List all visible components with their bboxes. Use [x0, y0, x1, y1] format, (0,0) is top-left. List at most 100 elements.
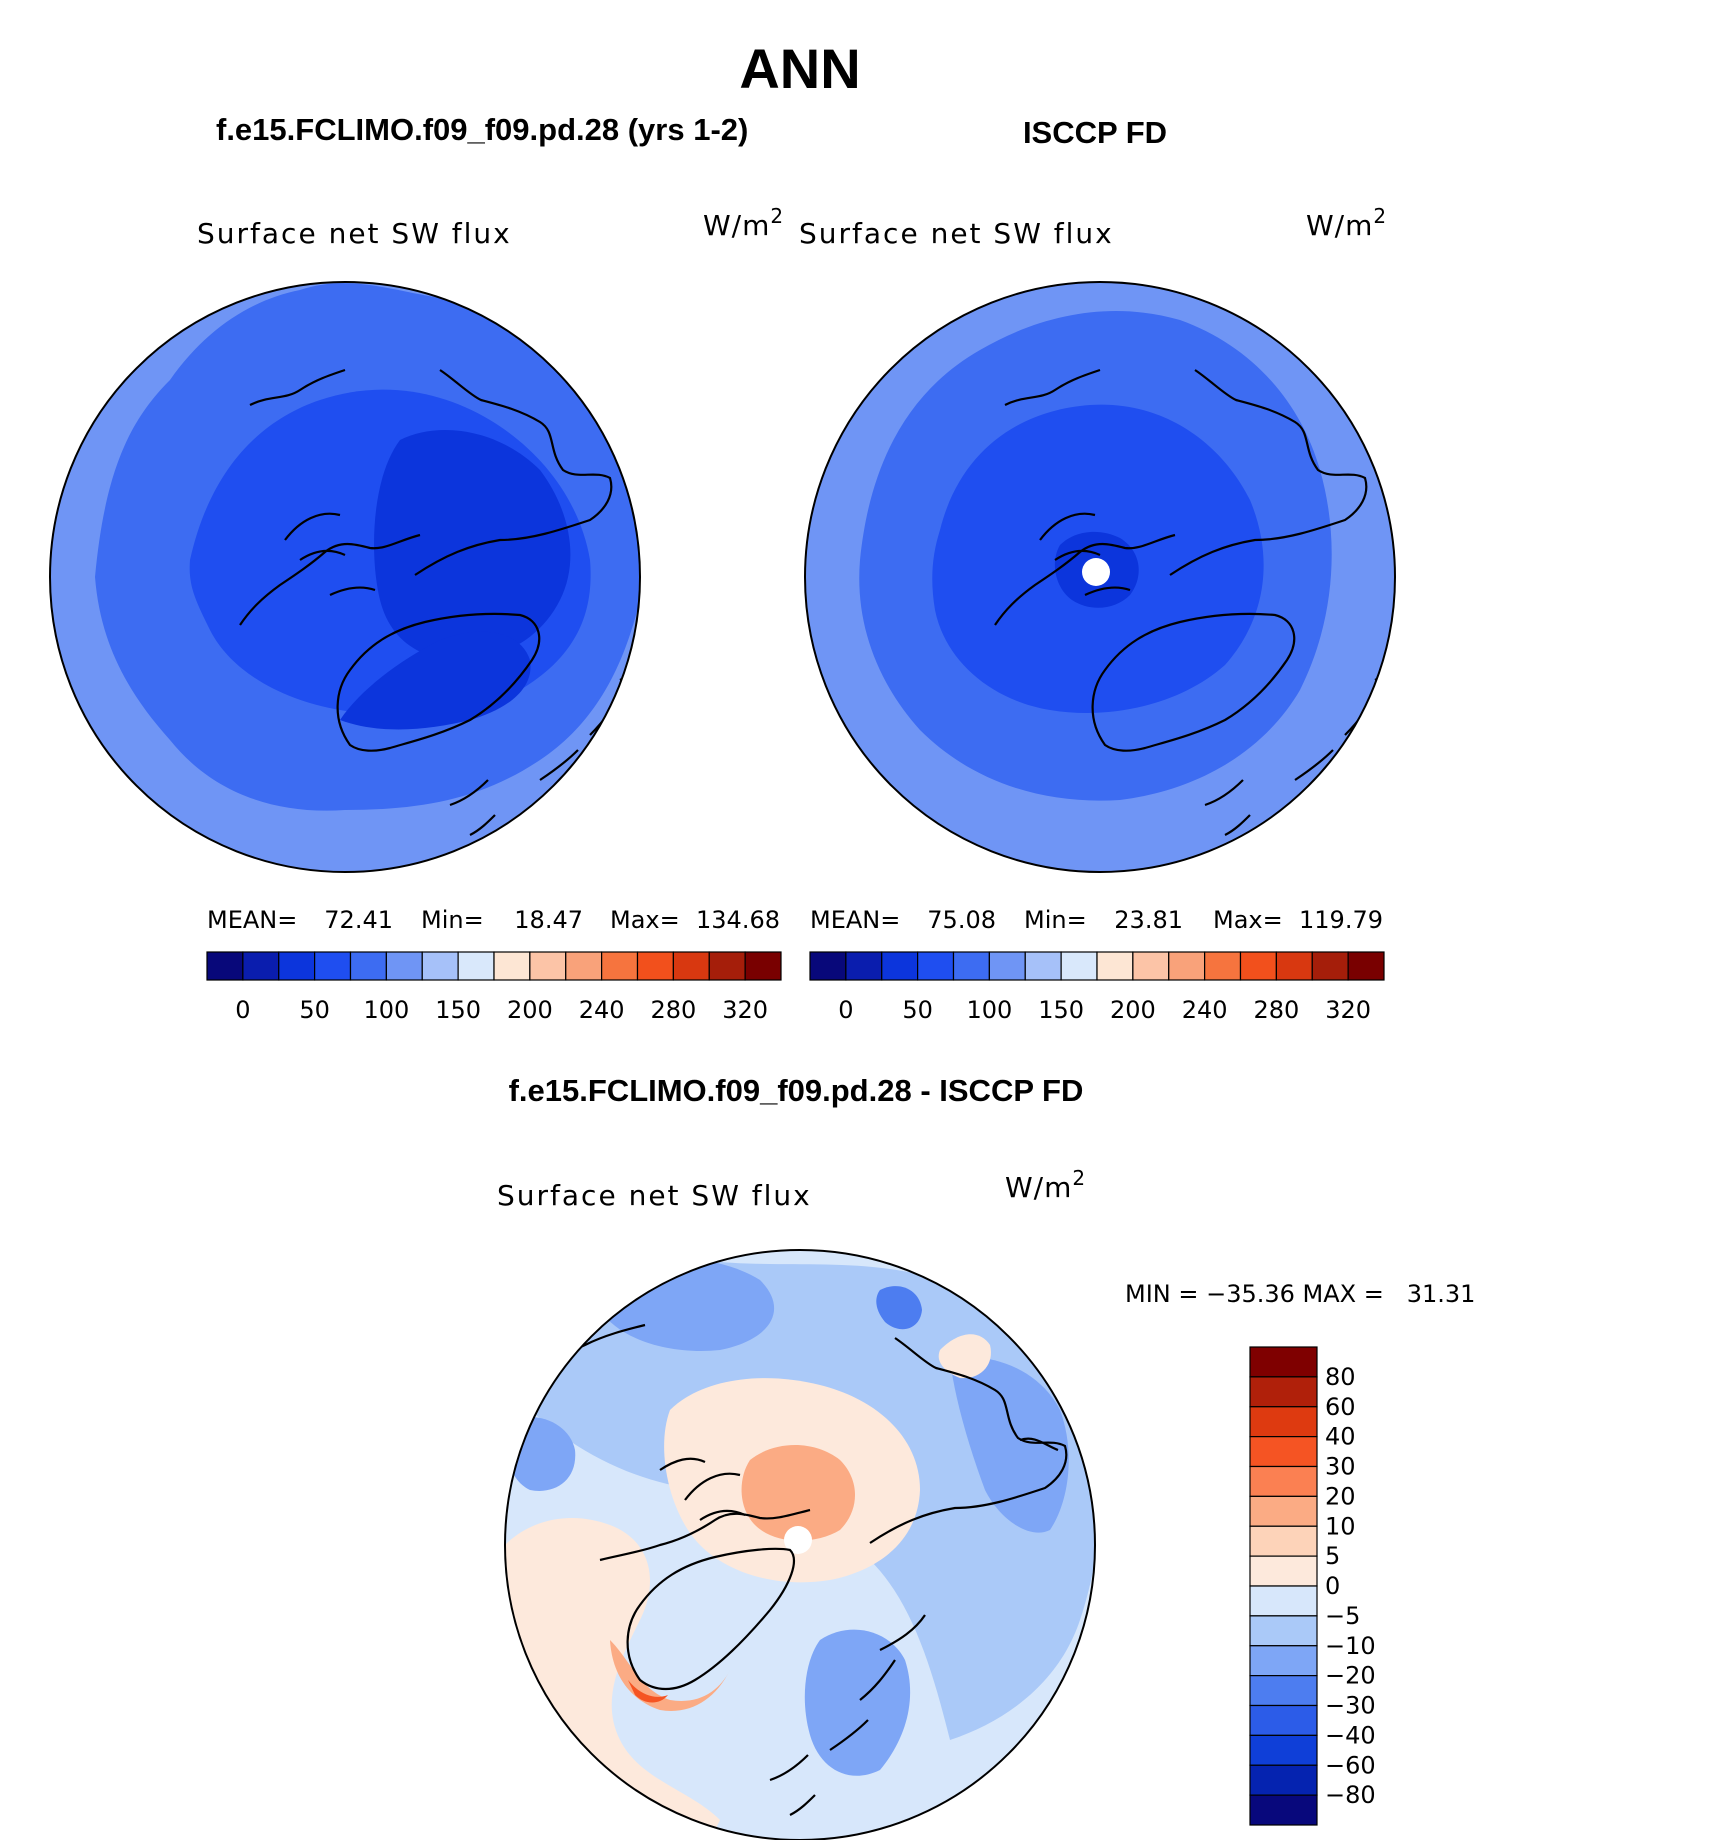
obs-mean-label: MEAN=	[810, 906, 900, 934]
diff-colorbar-tick-label: 30	[1325, 1453, 1356, 1481]
model-colorbar-box	[493, 951, 531, 981]
model-colorbar-box	[421, 951, 459, 981]
obs-colorbar-box	[1132, 951, 1170, 981]
model-colorbar-box	[278, 951, 316, 981]
panel-obs: ISCCP FD Surface net SW flux W/m2 MEAN= …	[799, 115, 1396, 1024]
model-mean-value: 72.41	[324, 906, 393, 934]
model-max-value: 134.68	[696, 906, 780, 934]
panel-diff-variable-title: Surface net SW flux	[497, 1179, 812, 1212]
model-mean-label: MEAN=	[207, 906, 297, 934]
diff-colorbar-tick-label: 40	[1325, 1423, 1356, 1451]
panel-diff-coastlines	[519, 1323, 1068, 1816]
obs-colorbar-tick-label: 240	[1182, 996, 1228, 1024]
diff-colorbar-box	[1249, 1555, 1318, 1587]
model-colorbar-tick-label: 320	[722, 996, 768, 1024]
diff-missing-pole	[784, 1526, 812, 1554]
diff-colorbar-box	[1249, 1704, 1318, 1736]
obs-colorbar-box	[1311, 951, 1349, 981]
diff-colorbar-box	[1249, 1406, 1318, 1438]
obs-colorbar-tick-label: 0	[838, 996, 853, 1024]
obs-colorbar-box	[1168, 951, 1206, 981]
panel-obs-units-exponent: 2	[1373, 204, 1387, 228]
model-colorbar-box	[349, 951, 387, 981]
panel-model-map-border	[49, 281, 641, 873]
model-colorbar-box	[601, 951, 639, 981]
model-colorbar-tick-label: 0	[235, 996, 250, 1024]
obs-max-value: 119.79	[1299, 906, 1383, 934]
diff-colorbar-box	[1249, 1615, 1318, 1647]
model-colorbar-box	[744, 951, 782, 981]
panel-diff-units-base: W/m	[1005, 1171, 1072, 1204]
obs-colorbar-tick-label: 100	[966, 996, 1012, 1024]
panel-diff-minmax: MIN = −35.36 MAX = 31.31	[1125, 1280, 1475, 1308]
obs-colorbar-box	[1239, 951, 1277, 981]
panel-obs-map-border	[804, 281, 1396, 873]
model-colorbar-tick-label: 200	[507, 996, 553, 1024]
model-colorbar-tick-label: 50	[299, 996, 330, 1024]
panel-model-variable-title: Surface net SW flux	[197, 217, 512, 250]
obs-colorbar-box	[952, 951, 990, 981]
diff-level-minus20-atlantic	[804, 1629, 911, 1776]
obs-colorbar-box	[1204, 951, 1242, 981]
model-greenland-high	[340, 631, 531, 730]
panel-diff-colorbar	[1249, 1346, 1318, 1826]
model-level-25	[374, 430, 571, 660]
panel-obs-colorbar	[809, 951, 1385, 981]
obs-colorbar-box	[988, 951, 1026, 981]
diff-level-plus5-east	[938, 1334, 991, 1379]
obs-colorbar-box	[917, 951, 955, 981]
model-colorbar-box	[529, 951, 567, 981]
diff-colorbar-box	[1249, 1764, 1318, 1796]
diff-colorbar-tick-label: −30	[1325, 1692, 1376, 1720]
obs-colorbar-box	[845, 951, 883, 981]
panel-model-units-base: W/m	[703, 209, 770, 242]
panel-model-case-title: f.e15.FCLIMO.f09_f09.pd.28 (yrs 1-2)	[216, 112, 748, 147]
obs-colorbar-box	[1060, 951, 1098, 981]
panel-diff-units: W/m2	[1005, 1166, 1086, 1204]
obs-colorbar-tick-label: 50	[902, 996, 933, 1024]
obs-colorbar-box	[881, 951, 919, 981]
diff-colorbar-box	[1249, 1645, 1318, 1677]
obs-colorbar-box	[809, 951, 847, 981]
diff-colorbar-box	[1249, 1794, 1318, 1826]
panel-model-units: W/m2	[703, 204, 784, 242]
panel-obs-units: W/m2	[1306, 204, 1387, 242]
panel-obs-stats: MEAN= 75.08 Min= 23.81 Max= 119.79	[810, 906, 1383, 934]
obs-colorbar-tick-label: 280	[1253, 996, 1299, 1024]
diff-colorbar-box	[1249, 1585, 1318, 1617]
diff-colorbar-box	[1249, 1346, 1318, 1378]
diff-level-minus30-spot	[876, 1286, 922, 1330]
diff-colorbar-tick-label: 5	[1325, 1542, 1340, 1570]
diff-colorbar-tick-label: −5	[1325, 1602, 1360, 1630]
model-colorbar-box	[565, 951, 603, 981]
panel-model-map	[50, 282, 640, 872]
diff-colorbar-box	[1249, 1465, 1318, 1497]
panel-model-colorbar-labels: 0 50 100 150 200 240 280 320	[235, 996, 768, 1024]
obs-min-value: 23.81	[1114, 906, 1183, 934]
model-colorbar-tick-label: 150	[435, 996, 481, 1024]
obs-mean-value: 75.08	[927, 906, 996, 934]
model-colorbar-box	[206, 951, 244, 981]
panel-obs-case-title: ISCCP FD	[1023, 115, 1167, 150]
obs-colorbar-box	[1024, 951, 1062, 981]
panel-obs-map	[805, 282, 1395, 872]
obs-colorbar-box	[1096, 951, 1134, 981]
obs-colorbar-box	[1347, 951, 1385, 981]
obs-min-label: Min=	[1024, 906, 1087, 934]
model-min-label: Min=	[421, 906, 484, 934]
diff-colorbar-tick-label: 0	[1325, 1572, 1340, 1600]
panel-diff-case-title: f.e15.FCLIMO.f09_f09.pd.28 - ISCCP FD	[509, 1073, 1084, 1108]
model-colorbar-box	[385, 951, 423, 981]
model-max-label: Max=	[610, 906, 680, 934]
obs-colorbar-tick-label: 150	[1038, 996, 1084, 1024]
diff-colorbar-tick-label: −20	[1325, 1662, 1376, 1690]
obs-max-label: Max=	[1213, 906, 1283, 934]
model-colorbar-tick-label: 280	[650, 996, 696, 1024]
diff-colorbar-tick-label: −80	[1325, 1781, 1376, 1809]
panel-model: f.e15.FCLIMO.f09_f09.pd.28 (yrs 1-2) Sur…	[49, 112, 784, 1024]
panel-model-stats: MEAN= 72.41 Min= 18.47 Max= 134.68	[207, 906, 780, 934]
diff-colorbar-box	[1249, 1734, 1318, 1766]
diff-colorbar-box	[1249, 1495, 1318, 1527]
